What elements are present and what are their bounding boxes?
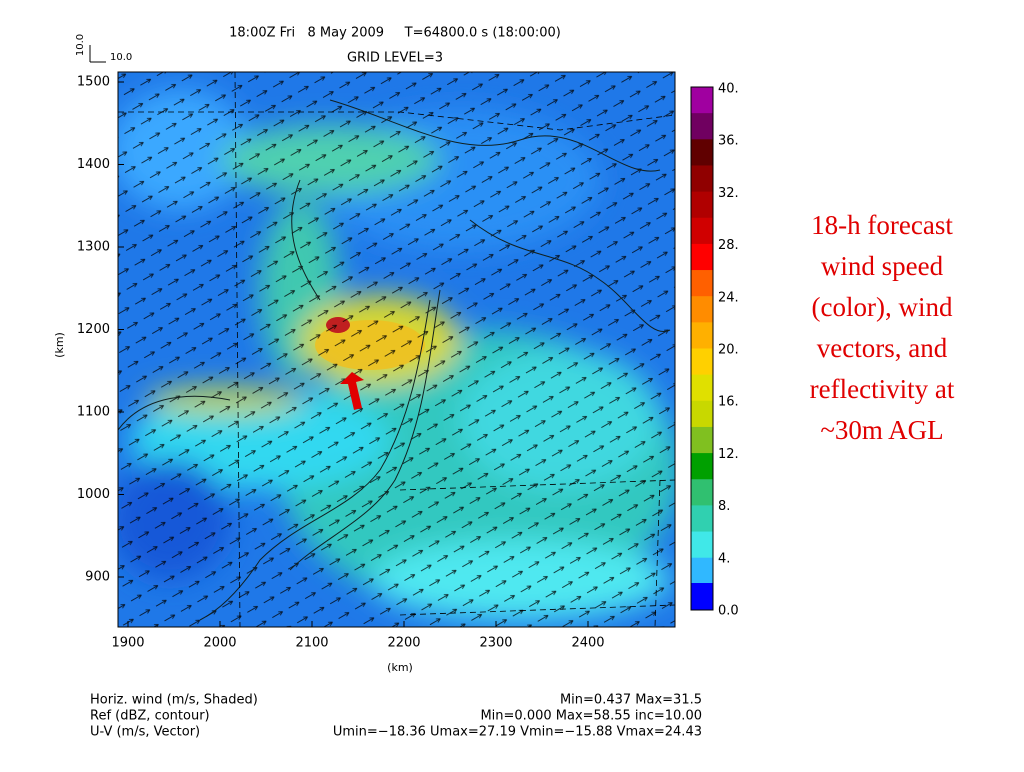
contour [329,99,661,172]
colorbar-block [691,113,713,140]
colorbar-block [691,243,713,271]
y-tick-label: 1300 [77,240,110,255]
y-tick-label: 1400 [77,157,110,172]
colorbar-label: 40. [718,82,739,97]
colorbar-block [691,505,713,533]
caption-line: vectors, and [817,333,948,363]
colorbar-label: 16. [718,395,739,410]
footer: Horiz. wind (m/s, Shaded) Min=0.437 Max=3… [90,693,702,740]
highlight-arrow [340,372,364,410]
colorbar-block [691,426,713,454]
contour [118,395,231,431]
y-tick-label: 900 [85,570,110,585]
colorbar-label: 32. [718,186,739,201]
x-tick-label: 1900 [111,636,144,651]
colorbar-block [691,583,713,610]
contour [291,179,321,301]
x-tick-label: 2200 [387,636,420,651]
wind-vectors [118,72,675,627]
boundary [399,604,675,616]
colorbar-label: 12. [718,447,739,462]
y-axis-label: (km) [53,332,66,358]
colorbar-block [691,479,713,506]
footer-right: Min=0.437 Max=31.5 [560,693,702,708]
x-tick-label: 2300 [479,636,512,651]
reflectivity-contours [118,99,671,621]
colorbar: 40. 36. 32. 28. 24. 20. 16. 12. 8. 4. 0.0 [691,82,739,619]
colorbar-block [691,322,713,349]
colorbar-block [691,270,713,297]
footer-right: Min=0.000 Max=58.55 inc=10.00 [480,709,702,724]
caption-line: reflectivity at [810,374,955,404]
caption-line: (color), wind [812,292,953,322]
colorbar-block [691,296,713,323]
x-tick-label: 2100 [295,636,328,651]
footer-right: Umin=−18.36 Umax=27.19 Vmin=−15.88 Vmax=… [333,725,702,740]
vector-scale-vertical: 10.0 [75,34,86,56]
colorbar-block [691,217,713,245]
colorbar-block [691,400,713,428]
colorbar-label: 28. [718,238,739,253]
boundaries [118,72,675,627]
colorbar-block [691,191,713,219]
colorbar-frame [690,86,714,611]
colorbar-block [691,165,713,193]
footer-left: U-V (m/s, Vector) [90,725,200,740]
y-tick-label: 1500 [77,75,110,90]
boundary [234,72,241,627]
caption: 18-h forecast wind speed (color), wind vect… [810,210,955,445]
colorbar-block [691,531,713,559]
colorbar-block [691,87,713,114]
contour [199,299,431,621]
colorbar-label: 8. [718,499,730,514]
colorbar-label: 0.0 [718,604,739,619]
boundary [118,111,675,131]
contour [289,289,441,571]
colorbar-label: 20. [718,343,739,358]
colorbar-label: 4. [718,551,730,566]
x-axis-label: (km) [387,661,413,674]
colorbar-block [691,374,713,402]
colorbar-label: 24. [718,290,739,305]
caption-line: wind speed [821,251,944,281]
vector-scale-horizontal: 10.0 [110,52,132,63]
field [118,72,675,627]
colorbar-block [691,557,713,585]
boundary [399,479,675,491]
caption-line: 18-h forecast [811,210,953,240]
boundary [654,479,661,627]
colorbar-block [691,453,713,480]
x-tick-label: 2000 [203,636,236,651]
y-tick-label: 1200 [77,322,110,337]
colorbar-label: 36. [718,134,739,149]
y-tick-label: 1100 [77,405,110,420]
y-tick-label: 1000 [77,487,110,502]
colorbar-block [691,139,713,166]
footer-left: Ref (dBZ, contour) [90,709,210,724]
contour [469,219,671,333]
colorbar-block [691,348,713,376]
header-time: 18:00Z Fri 8 May 2009 T=64800.0 s (18:00… [229,26,561,41]
header-grid-level: GRID LEVEL=3 [347,51,443,66]
footer-left: Horiz. wind (m/s, Shaded) [90,693,258,708]
plot-frame [117,71,676,628]
caption-line: ~30m AGL [820,415,943,445]
x-tick-label: 2400 [571,636,604,651]
